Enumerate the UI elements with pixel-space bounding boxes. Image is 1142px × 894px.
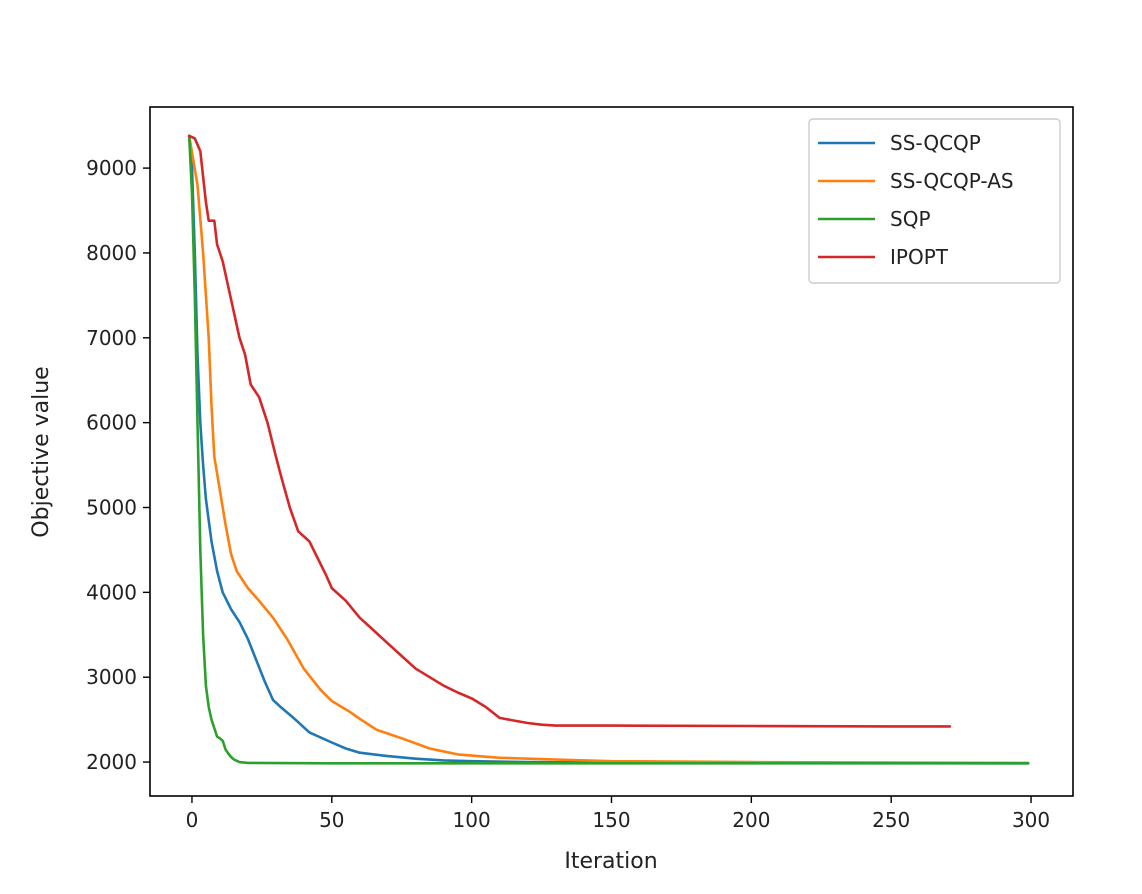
y-tick-label: 8000 [86,241,137,265]
x-axis-ticks: 0 50 100 150 200 250 300 [186,796,1050,832]
y-tick-label: 9000 [86,156,137,180]
legend-label-ipopt: IPOPT [890,245,949,269]
series-line-ipopt [187,134,952,728]
y-tick-label: 4000 [86,580,137,604]
y-tick-label: 5000 [86,496,137,520]
legend-label-ss-qcqp: SS-QCQP [890,131,981,155]
x-tick-label: 250 [872,808,910,832]
y-axis-label: Objective value [29,366,54,537]
y-axis-ticks: 2000 3000 4000 5000 6000 7000 8000 9000 [86,156,150,774]
x-tick-label: 150 [592,808,630,832]
x-axis-label: Iteration [564,849,657,874]
y-tick-label: 3000 [86,665,137,689]
y-tick-label: 2000 [86,750,137,774]
legend-label-ss-qcqp-as: SS-QCQP-AS [890,169,1014,193]
series-line-sqp [187,134,1030,765]
series-line-ss-qcqp-as [187,134,1030,765]
plot-area [187,134,1030,765]
x-tick-label: 200 [732,808,770,832]
series-line-ss-qcqp [187,134,1030,765]
legend: SS-QCQP SS-QCQP-AS SQP IPOPT [808,118,1061,284]
legend-label-sqp: SQP [890,207,931,231]
x-tick-label: 300 [1012,808,1050,832]
legend-box [808,118,1061,284]
x-tick-label: 100 [453,808,491,832]
y-tick-label: 7000 [86,326,137,350]
x-tick-label: 0 [186,808,199,832]
y-tick-label: 6000 [86,411,137,435]
x-tick-label: 50 [319,808,344,832]
